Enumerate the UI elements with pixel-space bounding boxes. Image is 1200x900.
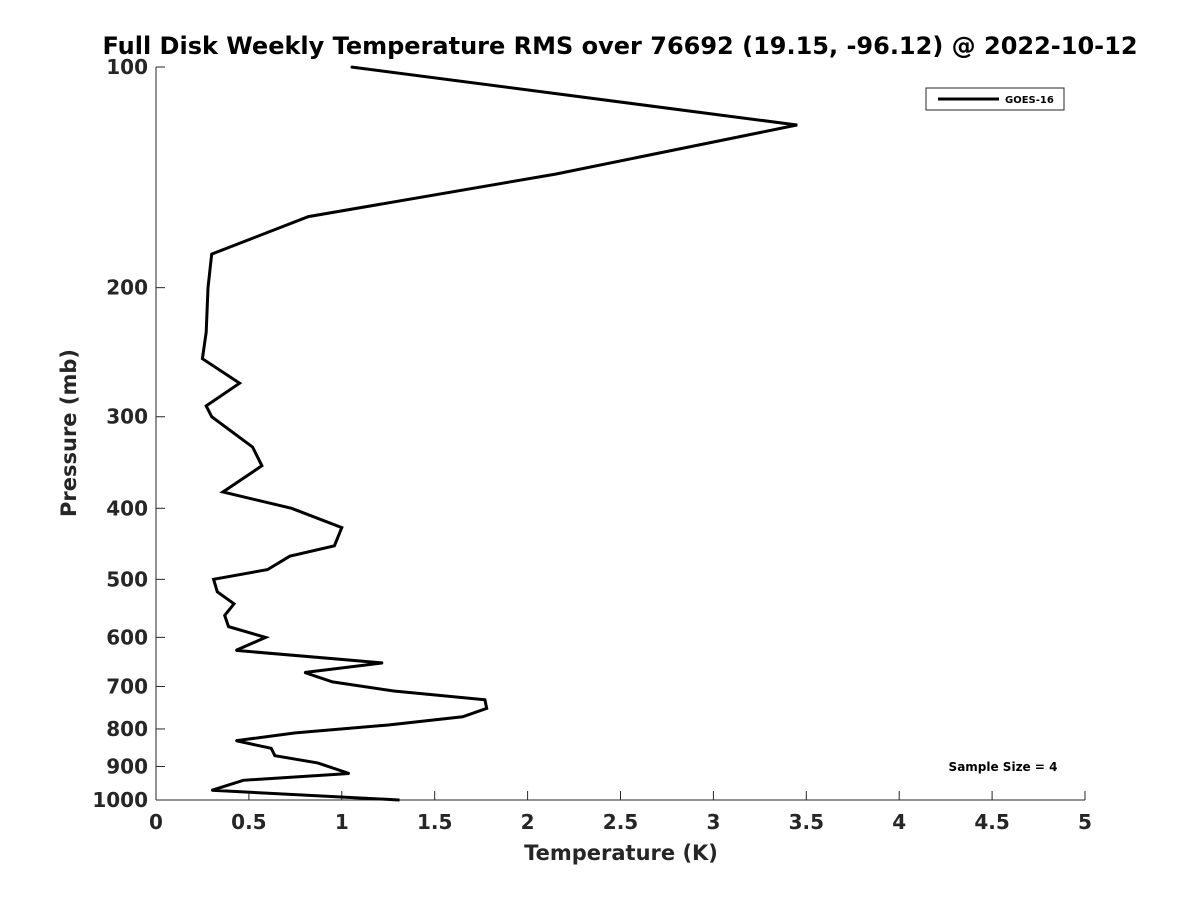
axes (155, 67, 1085, 801)
data-point (223, 614, 226, 617)
data-point (294, 732, 297, 734)
data-point (201, 357, 204, 360)
data-point (485, 707, 488, 710)
data-point (235, 739, 237, 742)
data-point (212, 578, 215, 581)
data-point (350, 66, 352, 68)
data-point (796, 124, 798, 126)
sample-size-annotation: Sample Size = 4 (949, 760, 1058, 774)
data-point (316, 762, 319, 764)
x-axis-label: Temperature (K) (524, 841, 718, 865)
data-point (398, 799, 401, 801)
data-point (274, 754, 276, 757)
data-point (288, 555, 291, 558)
y-tick-label: 800 (106, 717, 148, 741)
chart-title: Full Disk Weekly Temperature RMS over 76… (102, 32, 1137, 60)
x-tick-label: 0.5 (231, 810, 266, 834)
y-tick-label: 100 (106, 55, 148, 79)
series-lines (200, 65, 798, 802)
data-point (290, 507, 293, 510)
x-tick-label: 0 (149, 810, 163, 834)
x-tick-label: 1 (335, 810, 349, 834)
legend-label: GOES-16 (1005, 95, 1054, 106)
x-tick-label: 4.5 (974, 810, 1009, 834)
data-point (484, 699, 486, 701)
y-axis-label: Pressure (mb) (57, 349, 81, 517)
data-point (348, 772, 351, 775)
data-point (303, 671, 306, 674)
y-tick-label: 400 (106, 496, 148, 520)
x-tick-label: 2.5 (603, 810, 638, 834)
x-tick-label: 1.5 (417, 810, 452, 834)
data-point (210, 789, 213, 792)
y-tick-label: 300 (106, 405, 148, 429)
data-point (387, 724, 390, 726)
data-point (235, 649, 237, 652)
data-point (205, 405, 207, 407)
data-point (381, 662, 384, 664)
data-point (264, 636, 267, 639)
data-point (242, 779, 245, 782)
data-point (210, 415, 213, 418)
data-point (341, 526, 343, 529)
y-tick-label: 1000 (92, 788, 148, 812)
data-point (227, 625, 230, 628)
x-tick-label: 4 (892, 810, 906, 834)
data-point (261, 465, 263, 467)
data-point (393, 690, 395, 692)
data-point (233, 603, 235, 605)
series-line-goes-16 (200, 65, 798, 802)
y-tick-label: 900 (106, 754, 148, 778)
data-point (222, 491, 224, 493)
data-point (461, 715, 464, 718)
data-point (210, 253, 213, 255)
data-point (205, 331, 207, 333)
x-tick-label: 2 (521, 810, 535, 834)
x-tick-label: 3 (706, 810, 720, 834)
data-point (216, 591, 219, 593)
data-point (270, 747, 272, 750)
tick-marks: 0 0.5 1 1.5 2 2.5 3 3.5 4 4.5 5 100 200 300 400 500 600 7… (92, 55, 1092, 834)
x-tick-label: 5 (1078, 810, 1092, 834)
data-point (331, 681, 334, 683)
y-tick-label: 600 (106, 625, 148, 649)
data-point (266, 568, 269, 571)
data-point (307, 215, 310, 218)
y-tick-label: 200 (106, 276, 148, 300)
data-point (251, 446, 254, 448)
data-point (333, 545, 336, 547)
data-point (238, 382, 241, 384)
x-tick-label: 3.5 (789, 810, 824, 834)
data-point (207, 286, 209, 289)
y-tick-label: 500 (106, 567, 148, 591)
data-point (554, 173, 557, 175)
y-tick-label: 700 (106, 674, 148, 698)
legend: GOES-16 (925, 87, 1065, 111)
